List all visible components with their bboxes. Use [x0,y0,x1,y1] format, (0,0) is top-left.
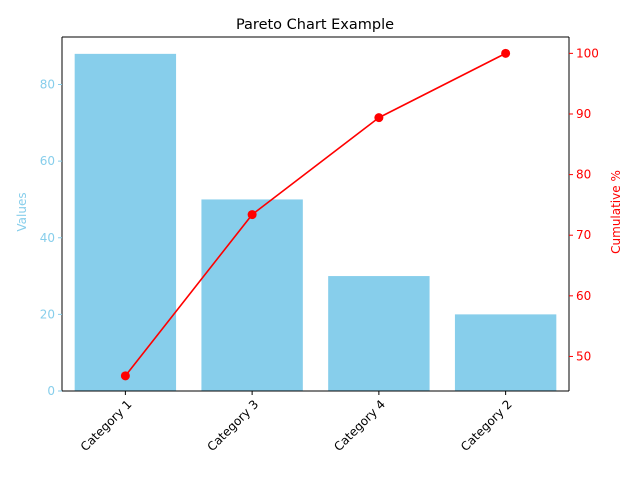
cumulative-line [124,52,506,377]
right-y-axis-label: Cumulative % [609,170,623,254]
cumulative-point [374,113,384,123]
bar-group [74,53,557,391]
right-y-tick-label: 90 [576,107,591,121]
bar [201,199,303,391]
x-tick-label: Category 2 [458,397,515,454]
left-y-axis-label: Values [15,192,29,231]
left-y-axis-ticks: 0 20 40 60 80 [40,78,62,398]
cumulative-point [247,210,257,220]
right-y-tick-label: 100 [576,46,599,60]
right-y-tick-label: 50 [576,349,591,363]
x-axis-ticks: Category 1 Category 3 Category 4 Category 2 [78,391,515,454]
bar [328,276,430,391]
left-y-tick-label: 20 [40,307,55,321]
cumulative-point [501,48,511,58]
left-y-tick-label: 40 [40,231,55,245]
x-tick-label: Category 4 [331,397,388,454]
left-y-tick-label: 80 [40,78,55,92]
x-tick-label: Category 1 [78,397,135,454]
right-y-tick-label: 80 [576,168,591,182]
right-y-tick-label: 70 [576,228,591,242]
cumulative-point [120,371,130,381]
cumulative-line-group [120,48,511,381]
bar [74,53,177,391]
axes-frame [61,36,570,392]
x-tick-label: Category 3 [204,397,261,454]
left-y-tick-label: 0 [47,384,55,398]
bar [454,314,557,391]
left-y-tick-label: 60 [40,154,55,168]
right-y-tick-label: 60 [576,289,591,303]
chart-title: Pareto Chart Example [236,17,394,33]
right-y-axis-ticks: 50 60 70 80 90 100 [569,46,599,363]
